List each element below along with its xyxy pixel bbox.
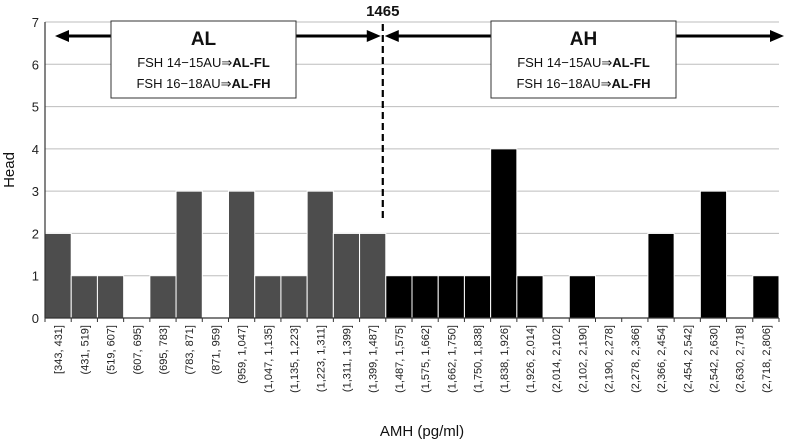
- bar-16: [463, 275, 492, 319]
- y-tick-label: 5: [32, 100, 39, 115]
- al-line1-prefix: FSH 14−15AU⇒: [137, 55, 232, 70]
- x-tick-label: (1,487, 1,575]: [394, 325, 406, 393]
- x-tick-label: (1,399, 1,487]: [368, 325, 380, 393]
- bar-27: [752, 275, 780, 319]
- bar-11: [332, 232, 361, 319]
- bar-8: [254, 275, 282, 319]
- ah-box-frame: [490, 20, 677, 99]
- threshold-label: 1465: [366, 3, 399, 20]
- bar-9: [280, 275, 308, 319]
- x-tick-label: (2,190, 2,278]: [604, 325, 616, 393]
- al-line2-prefix: FSH 16−18AU⇒: [136, 76, 231, 91]
- x-tick-label: (2,278, 2,366]: [630, 325, 642, 393]
- x-tick-label: (2,366, 2,454]: [656, 325, 668, 393]
- ah-annotation-box: AH FSH 14−15AU⇒AL-FL FSH 16−18AU⇒AL-FH: [490, 20, 677, 99]
- x-tick-label: (2,102, 2,190]: [577, 325, 589, 393]
- bar-23: [647, 232, 675, 319]
- y-tick-label: 0: [32, 311, 39, 326]
- ah-line2-bold: AL-FH: [612, 76, 651, 91]
- bar-4: [149, 275, 177, 319]
- bar-15: [437, 275, 465, 319]
- bar-10: [306, 190, 334, 319]
- al-line1-bold: AL-FL: [232, 55, 270, 70]
- ah-box-title: AH: [570, 29, 597, 50]
- bar-1: [70, 275, 98, 319]
- x-tick-label: (2,718, 2,806]: [761, 325, 773, 393]
- al-arrowhead-icon: [55, 30, 69, 42]
- bar-12: [359, 232, 387, 319]
- al-line2-bold: AL-FH: [232, 76, 271, 91]
- x-tick-label: [343, 431]: [53, 325, 65, 374]
- bar-7: [228, 190, 256, 319]
- y-tick-label: 2: [32, 226, 39, 241]
- x-tick-label: (1,223, 1,311]: [315, 325, 327, 392]
- al-box-title: AL: [191, 29, 217, 50]
- x-tick-label: (1,047, 1,135]: [263, 325, 275, 393]
- al-box-line-2: FSH 16−18AU⇒AL-FH: [136, 76, 270, 91]
- bar-17: [490, 148, 518, 319]
- y-tick-label: 3: [32, 184, 39, 199]
- ah-arrowhead-icon: [770, 30, 784, 42]
- threshold-marker: 1465: [366, 3, 399, 220]
- bar-2: [96, 275, 125, 319]
- bar-0: [44, 232, 72, 319]
- x-tick-label: (607, 695]: [132, 325, 144, 375]
- bar-5: [175, 190, 203, 319]
- y-tick-label: 7: [32, 15, 39, 30]
- x-tick-label: (1,926, 2,014]: [525, 325, 537, 393]
- x-tick-label: (1,662, 1,750]: [446, 325, 458, 393]
- x-tick-label: (1,750, 1,838]: [473, 325, 485, 393]
- y-tick-labels: 0 1 2 3 4 5 6 7: [32, 15, 39, 326]
- x-tick-label: (2,014, 2,102]: [551, 325, 563, 393]
- bar-18: [516, 275, 544, 319]
- ah-line2-prefix: FSH 16−18AU⇒: [516, 76, 611, 91]
- al-annotation-box: AL FSH 14−15AU⇒AL-FL FSH 16−18AU⇒AL-FH: [110, 20, 297, 99]
- x-tick-label: (783, 871]: [184, 325, 196, 375]
- x-tick-label: (871, 959]: [210, 325, 222, 375]
- bar-13: [385, 275, 413, 319]
- x-tick-label: (1,575, 1,662]: [420, 325, 432, 393]
- y-axis-title: Head: [1, 152, 18, 188]
- y-tick-label: 4: [32, 142, 39, 157]
- bar-20: [568, 275, 596, 319]
- al-box-frame: [110, 20, 297, 99]
- x-tick-label: (1,838, 1,926]: [499, 325, 511, 393]
- al-arrowhead-icon: [366, 30, 381, 42]
- y-tick-label: 6: [32, 57, 39, 72]
- x-tick-label: (2,454, 2,542]: [682, 325, 694, 393]
- ah-line1-prefix: FSH 14−15AU⇒: [517, 55, 612, 70]
- ah-line1-bold: AL-FL: [612, 55, 650, 70]
- x-tick-label: (959, 1,047]: [237, 325, 249, 384]
- ah-box-line-2: FSH 16−18AU⇒AL-FH: [516, 76, 650, 91]
- bar-14: [411, 275, 439, 319]
- y-tick-label: 1: [32, 269, 39, 284]
- x-tick-label: (695, 783]: [158, 325, 170, 375]
- ah-arrowhead-icon: [384, 30, 399, 42]
- x-tick-labels: [343, 431] (431, 519] (519, 607] (607, 695]…: [44, 318, 780, 393]
- x-axis-title: AMH (pg/ml): [380, 423, 464, 440]
- bars: [44, 148, 780, 319]
- al-box-line-1: FSH 14−15AU⇒AL-FL: [137, 55, 270, 70]
- x-tick-label: (431, 519]: [79, 325, 91, 375]
- x-tick-label: (1,311, 1,399]: [341, 325, 353, 392]
- x-tick-label: (2,630, 2,718]: [735, 325, 747, 393]
- x-tick-label: (519, 607]: [106, 325, 118, 375]
- ah-box-line-1: FSH 14−15AU⇒AL-FL: [517, 55, 650, 70]
- x-tick-label: (1,135, 1,223]: [289, 325, 301, 393]
- bar-25: [699, 190, 728, 319]
- x-tick-label: (2,542, 2,630]: [708, 325, 720, 393]
